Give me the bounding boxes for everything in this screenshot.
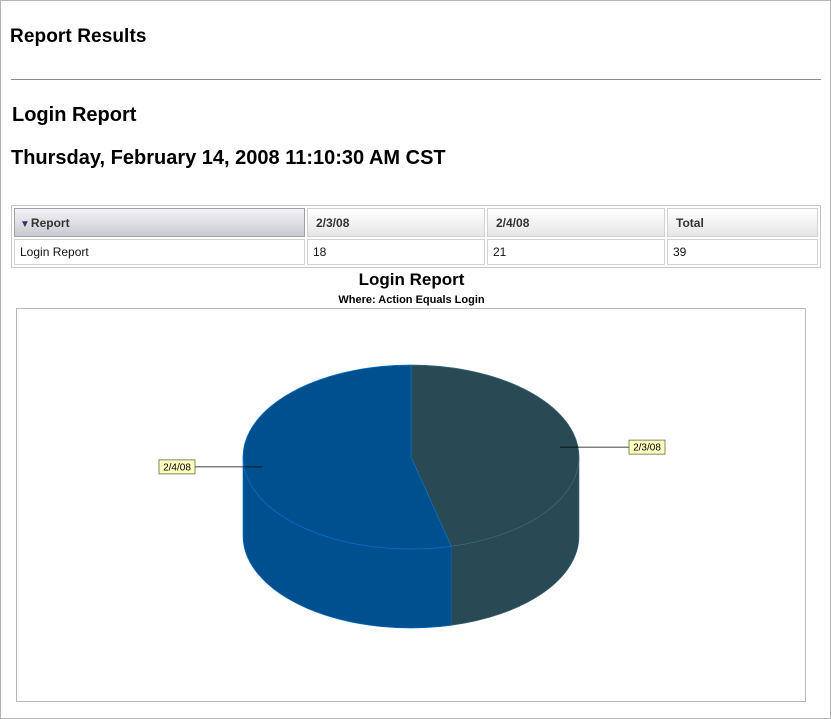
results-table: ▼Report 2/3/08 2/4/08 Total Login Report… [11,205,821,268]
pie-slice-0 [410,364,580,547]
chart-subtitle: Where: Action Equals Login [338,294,485,306]
column-header-date-1[interactable]: 2/3/08 [307,208,485,237]
column-header-total[interactable]: Total [667,208,818,237]
table-cell-total: 39 [667,239,818,265]
table-cell-date-1: 18 [307,239,485,265]
column-header-date-2[interactable]: 2/4/08 [487,208,665,237]
table-row: Login Report 18 21 39 [14,239,818,265]
sort-descending-icon: ▼ [20,218,30,230]
pie-label-box-0 [628,439,666,455]
report-timestamp: Thursday, February 14, 2008 11:10:30 AM … [11,147,446,169]
table-cell-report: Login Report [14,239,305,265]
header-divider [11,79,821,80]
pie-chart: 2/3/08 2/4/08 [158,364,666,629]
report-name: Login Report [12,104,137,126]
chart-title: Login Report [358,270,465,289]
table-header-row: ▼Report 2/3/08 2/4/08 Total [14,208,818,237]
column-header-report[interactable]: ▼Report [14,208,305,237]
pie-slice-1 [242,364,452,550]
page-title: Report Results [10,26,147,47]
pie-label-1: 2/4/08 [163,462,191,473]
pie-label-box-1 [158,459,196,475]
pie-label-0: 2/3/08 [633,443,661,454]
pie-chart-area: 2/3/08 2/4/08 [16,308,806,702]
column-header-label: Report [30,215,70,230]
table-cell-date-2: 21 [487,239,665,265]
